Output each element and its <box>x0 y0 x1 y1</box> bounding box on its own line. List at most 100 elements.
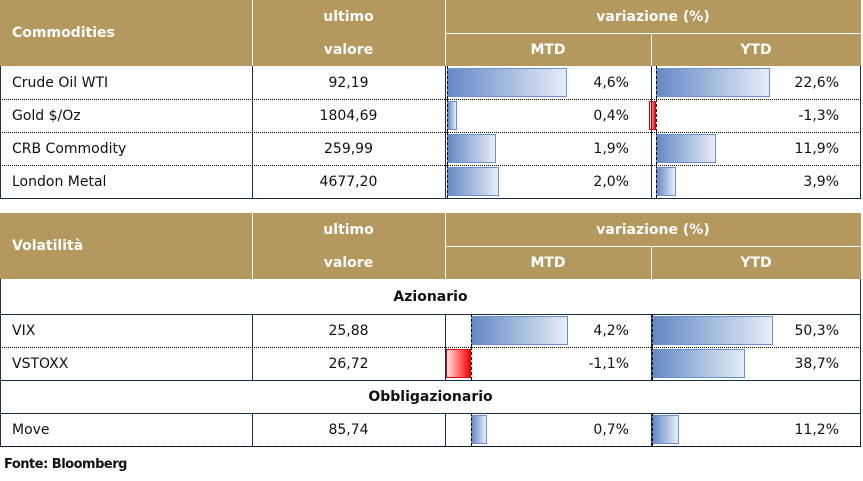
axis <box>656 99 657 132</box>
row-value: 85,74 <box>328 421 369 438</box>
row-name: London Metal <box>12 173 107 190</box>
row-mtd: 0,7% <box>593 421 629 438</box>
source-note: Fonte: Bloomberg <box>4 456 127 472</box>
divider <box>651 246 652 279</box>
divider <box>651 99 652 132</box>
row-divider <box>0 380 861 381</box>
row-name: Crude Oil WTI <box>12 74 109 91</box>
header-valore: valore <box>252 33 445 66</box>
row-divider <box>0 413 861 414</box>
row-divider <box>0 165 861 166</box>
header-mtd: MTD <box>445 247 651 279</box>
axis <box>447 66 448 99</box>
header-ytd: YTD <box>651 247 861 279</box>
axis <box>471 413 472 446</box>
divider <box>651 314 652 347</box>
row-ytd: 50,3% <box>794 322 839 339</box>
positive-bar <box>447 167 499 196</box>
header-name: Volatilità <box>12 213 84 279</box>
divider <box>252 347 253 380</box>
header-ultimo: ultimo <box>252 0 445 33</box>
divider <box>445 33 861 34</box>
divider <box>252 0 253 66</box>
row-divider <box>0 446 861 447</box>
positive-bar <box>471 316 568 345</box>
row-mtd: 4,2% <box>593 322 629 339</box>
row-ytd: 38,7% <box>794 355 839 372</box>
header-ultimo: ultimo <box>252 213 445 246</box>
row-mtd: 0,4% <box>593 107 629 124</box>
row-ytd: -1,3% <box>798 107 839 124</box>
divider <box>445 99 446 132</box>
positive-bar <box>656 134 717 163</box>
axis <box>471 314 472 347</box>
divider <box>445 347 446 380</box>
axis <box>656 132 657 165</box>
header-ytd: YTD <box>651 34 861 66</box>
divider <box>445 413 446 446</box>
divider <box>445 66 446 99</box>
divider <box>252 99 253 132</box>
divider <box>445 132 446 165</box>
row-value: 259,99 <box>324 140 373 157</box>
positive-bar <box>652 316 773 345</box>
row-name: Move <box>12 421 50 438</box>
row-value: 1804,69 <box>319 107 378 124</box>
header-valore: valore <box>252 246 445 279</box>
row-ytd: 11,2% <box>794 421 839 438</box>
positive-bar <box>447 134 497 163</box>
divider <box>651 165 652 198</box>
positive-bar <box>447 68 567 97</box>
row-name: VIX <box>12 322 36 339</box>
divider <box>252 314 253 347</box>
row-mtd: 1,9% <box>593 140 629 157</box>
axis <box>447 165 448 198</box>
positive-bar <box>652 415 679 444</box>
row-value: 25,88 <box>328 322 369 339</box>
axis <box>656 66 657 99</box>
positive-bar <box>656 68 771 97</box>
row-ytd: 22,6% <box>794 74 839 91</box>
row-mtd: 2,0% <box>593 173 629 190</box>
negative-bar <box>445 349 471 378</box>
divider <box>651 66 652 99</box>
row-divider <box>0 314 861 315</box>
row-name: VSTOXX <box>12 355 69 372</box>
axis <box>656 165 657 198</box>
row-ytd: 11,9% <box>794 140 839 157</box>
header-variazione: variazione (%) <box>445 213 861 246</box>
section-obbligazionario: Obbligazionario <box>368 388 493 405</box>
negative-bar <box>649 101 656 130</box>
header-mtd: MTD <box>445 34 651 66</box>
row-name: CRB Commodity <box>12 140 127 157</box>
divider <box>252 132 253 165</box>
divider <box>252 213 253 279</box>
divider <box>445 314 446 347</box>
axis <box>447 99 448 132</box>
divider <box>651 347 652 380</box>
row-divider <box>0 198 861 199</box>
row-ytd: 3,9% <box>803 173 839 190</box>
section-azionario: Azionario <box>393 289 468 305</box>
row-divider <box>0 99 861 100</box>
row-name: Gold $/Oz <box>12 107 81 124</box>
divider <box>651 33 652 66</box>
axis <box>652 314 653 347</box>
divider <box>445 246 861 247</box>
row-value: 4677,20 <box>319 173 378 190</box>
row-mtd: -1,1% <box>588 355 629 372</box>
row-divider <box>0 132 861 133</box>
row-value: 26,72 <box>328 355 369 372</box>
axis <box>652 413 653 446</box>
header-name: Commodities <box>12 0 115 66</box>
axis <box>652 347 653 380</box>
row-mtd: 4,6% <box>593 74 629 91</box>
divider <box>651 413 652 446</box>
divider <box>252 66 253 99</box>
header-variazione: variazione (%) <box>445 0 861 33</box>
positive-bar <box>652 349 745 378</box>
divider <box>651 132 652 165</box>
row-value: 92,19 <box>328 74 369 91</box>
divider <box>445 165 446 198</box>
divider <box>252 413 253 446</box>
